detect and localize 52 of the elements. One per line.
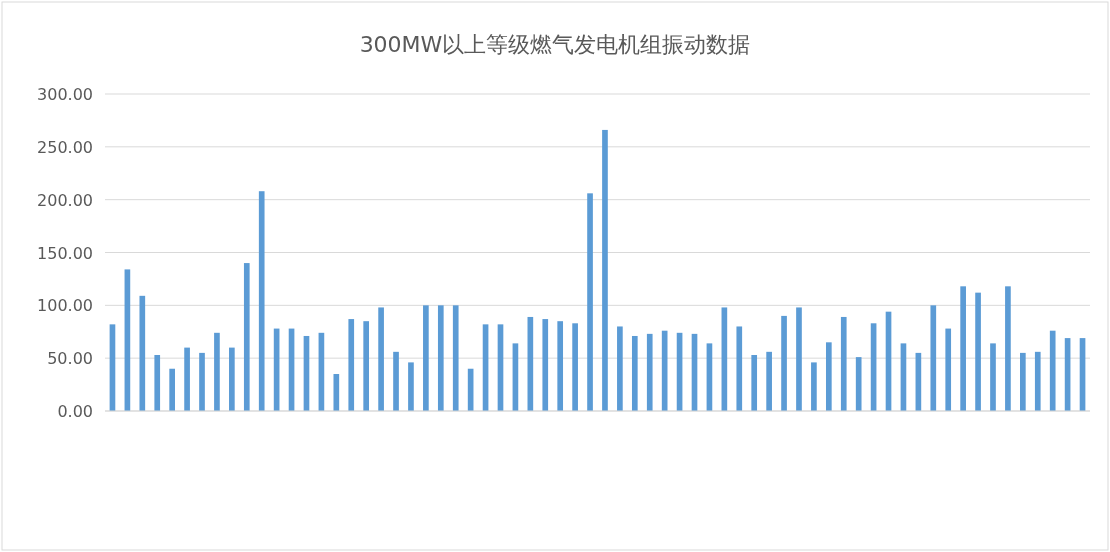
bar bbox=[139, 295, 146, 411]
bar bbox=[184, 347, 190, 411]
bar bbox=[766, 351, 772, 411]
bar bbox=[1049, 330, 1056, 411]
bar bbox=[990, 343, 996, 411]
bar bbox=[363, 321, 370, 411]
bar bbox=[751, 355, 758, 411]
bar bbox=[930, 305, 937, 411]
bar bbox=[736, 326, 743, 411]
bar bbox=[631, 335, 638, 411]
bar bbox=[617, 326, 623, 411]
bar bbox=[408, 362, 414, 411]
chart-title: 300MW以上等级燃气发电机组振动数据 bbox=[359, 32, 751, 57]
bar bbox=[796, 307, 802, 411]
bar bbox=[423, 305, 429, 411]
bar bbox=[840, 316, 847, 411]
bar bbox=[781, 315, 787, 411]
bar bbox=[945, 328, 952, 411]
y-tick-label: 250.00 bbox=[37, 137, 93, 157]
bar bbox=[602, 129, 608, 411]
bar bbox=[587, 193, 593, 411]
bar bbox=[378, 307, 384, 411]
bar bbox=[960, 286, 966, 411]
bar bbox=[169, 368, 175, 411]
y-tick-label: 100.00 bbox=[37, 296, 93, 316]
bar bbox=[542, 319, 549, 411]
y-tick-label: 300.00 bbox=[37, 85, 93, 104]
bar bbox=[393, 351, 399, 411]
y-tick-label: 0.00 bbox=[57, 402, 93, 421]
bar bbox=[572, 323, 578, 411]
bar bbox=[975, 292, 981, 411]
bar bbox=[258, 191, 265, 411]
bar bbox=[1020, 352, 1026, 411]
bar bbox=[855, 357, 862, 411]
bar bbox=[646, 333, 653, 411]
bar bbox=[811, 362, 817, 411]
y-tick-label: 200.00 bbox=[37, 190, 93, 210]
bar bbox=[333, 374, 340, 411]
y-tick-label: 150.00 bbox=[37, 243, 93, 263]
bar bbox=[1005, 286, 1011, 411]
bar bbox=[557, 321, 564, 411]
bar bbox=[452, 305, 459, 411]
bar bbox=[825, 342, 832, 411]
bar bbox=[214, 332, 220, 411]
bar bbox=[1034, 351, 1041, 411]
bar bbox=[243, 263, 250, 411]
bar bbox=[229, 347, 235, 411]
bar bbox=[437, 305, 444, 411]
y-tick-label: 50.00 bbox=[47, 349, 93, 369]
bar bbox=[199, 352, 205, 411]
bar bbox=[348, 319, 355, 411]
bar bbox=[154, 355, 161, 411]
